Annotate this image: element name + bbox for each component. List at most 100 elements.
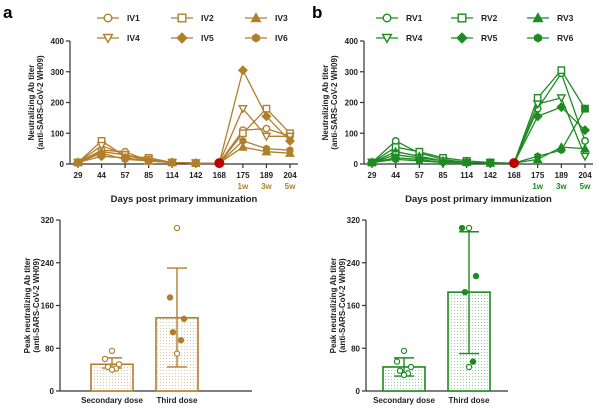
data-point: [74, 158, 82, 167]
y-axis-title: Peak neutralizing Ab titer: [23, 258, 32, 354]
data-point: [261, 111, 272, 122]
x-tick-label: 114: [166, 171, 179, 180]
series-line: [371, 71, 586, 164]
individual-point: [469, 358, 477, 365]
legend-label: RV1: [406, 13, 423, 23]
x-tick-label: 114: [460, 171, 473, 180]
y-tick-label: 100: [345, 129, 359, 138]
individual-point: [407, 363, 415, 371]
panel-letter-a: a: [3, 3, 13, 22]
series-line: [371, 69, 586, 164]
bar-chart-b: 0 80 160 240 320 Peak neutralizing Ab titer (a…: [329, 216, 508, 405]
data-point: [168, 158, 176, 167]
y-tick-label: 0: [354, 160, 359, 169]
individual-point: [108, 347, 116, 355]
x-tick-label: 142: [189, 171, 203, 180]
data-point: [239, 136, 247, 145]
individual-point: [169, 329, 177, 336]
data-point: [392, 155, 400, 164]
x-tick-label: 44: [97, 171, 106, 180]
data-point: [238, 141, 248, 151]
x-tick-label: 175: [236, 171, 250, 180]
y-tick-label: 240: [347, 259, 361, 268]
legend-label: IV4: [127, 33, 140, 43]
legend-label: RV4: [406, 33, 423, 43]
timepoint-annotation: 5w: [285, 182, 296, 191]
y-tick-label: 200: [51, 99, 65, 108]
individual-point: [400, 347, 408, 355]
data-point: [463, 158, 471, 167]
bar-chart-a: 0 80 160 240 320 Peak neutralizing Ab titer (a…: [23, 216, 252, 405]
y-tick-label: 160: [41, 302, 55, 311]
data-point: [145, 156, 153, 165]
legend-marker: [456, 32, 468, 44]
individual-point: [101, 355, 109, 363]
y-tick-label: 100: [51, 129, 65, 138]
legend-marker: [382, 13, 392, 23]
data-point: [534, 152, 542, 161]
x-tick-label: 85: [144, 171, 153, 180]
legend-marker: [177, 13, 187, 23]
x-category-label: Secondary dose: [373, 396, 435, 405]
data-point: [368, 158, 376, 167]
legend-label: IV6: [275, 33, 288, 43]
legend-marker: [252, 33, 260, 43]
y-axis-subtitle: (anti-SARS-CoV-2 WH09): [330, 55, 339, 150]
data-point: [391, 137, 400, 145]
data-point: [261, 132, 272, 142]
x-tick-label: 189: [555, 171, 569, 180]
y-tick-label: 320: [41, 216, 55, 225]
x-tick-label: 168: [213, 171, 227, 180]
y-tick-label: 0: [356, 387, 361, 396]
data-point: [192, 159, 200, 168]
individual-point: [472, 272, 480, 280]
y-tick-label: 400: [345, 37, 359, 46]
x-tick-label: 142: [484, 171, 498, 180]
data-point: [556, 94, 567, 104]
x-category-label: Secondary dose: [81, 396, 143, 405]
data-point: [580, 143, 590, 153]
data-point: [557, 146, 565, 155]
legend: IV1 IV2 IV3 IV4 IV5 IV6: [97, 12, 288, 44]
series-line: [371, 146, 586, 164]
legend-label: IV5: [201, 33, 214, 43]
individual-point: [166, 294, 174, 301]
x-tick-label: 168: [507, 171, 521, 180]
x-tick-label: 57: [121, 171, 130, 180]
y-tick-label: 160: [347, 302, 361, 311]
y-axis-subtitle: (anti-SARS-CoV-2 WH09): [36, 55, 45, 150]
series-line: [371, 106, 586, 164]
x-category-label: Third dose: [157, 396, 198, 405]
individual-point: [461, 288, 469, 296]
legend-marker: [250, 12, 262, 23]
legend-label: IV1: [127, 13, 140, 23]
data-point: [580, 152, 590, 162]
y-tick-label: 300: [345, 68, 359, 77]
data-point: [557, 66, 566, 75]
timepoint-annotation: 1w: [532, 182, 543, 191]
data-point: [415, 156, 423, 165]
legend-label: IV2: [201, 13, 214, 23]
legend-marker: [532, 12, 544, 23]
y-tick-label: 300: [51, 68, 65, 77]
y-tick-label: 400: [51, 37, 65, 46]
timepoint-annotation: 3w: [261, 182, 272, 191]
data-point: [262, 124, 271, 133]
data-point: [238, 105, 248, 114]
data-point: [581, 104, 589, 113]
legend-label: IV3: [275, 13, 288, 23]
legend-marker: [102, 33, 114, 44]
legend-label: RV2: [481, 13, 498, 23]
x-tick-label: 85: [439, 171, 448, 180]
legend-label: RV3: [557, 13, 574, 23]
legend: RV1 RV2 RV3 RV4 RV5 RV6: [376, 12, 574, 44]
x-tick-label: 29: [74, 171, 83, 180]
data-point: [486, 159, 494, 168]
legend-label: RV5: [481, 33, 498, 43]
data-point: [580, 125, 590, 136]
data-point: [121, 155, 129, 164]
individual-point: [115, 361, 123, 368]
data-point: [96, 141, 107, 151]
x-tick-label: 57: [415, 171, 424, 180]
individual-point: [173, 224, 181, 232]
